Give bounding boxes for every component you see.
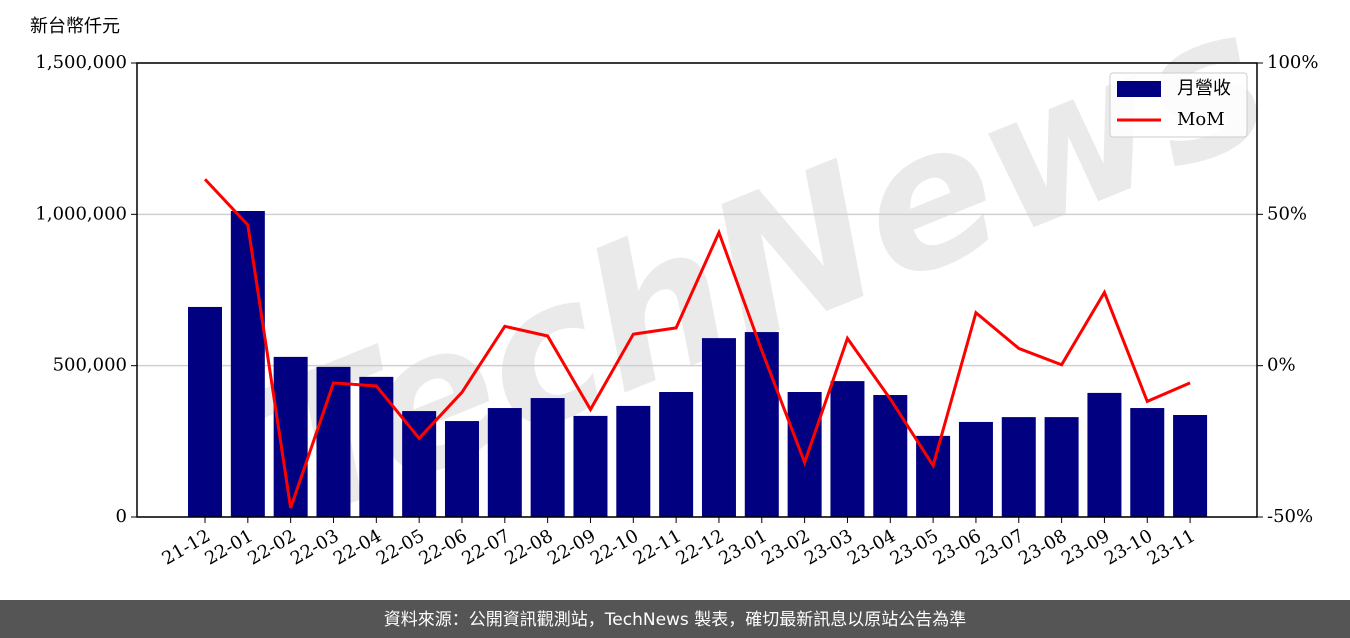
bar	[958, 421, 993, 517]
bar	[487, 408, 522, 517]
bar	[359, 376, 394, 517]
line	[203, 178, 1191, 509]
y2-tick-label: -50%	[1267, 506, 1313, 527]
bar	[230, 211, 265, 517]
y2-tick-label: 0%	[1267, 355, 1296, 376]
bar	[1044, 417, 1079, 517]
bar	[1130, 408, 1165, 517]
bar	[530, 398, 565, 517]
y2-tick-label: 50%	[1267, 203, 1307, 224]
bar	[316, 366, 351, 517]
y-axis-label: 新台幣仟元	[30, 16, 120, 37]
bar	[659, 391, 694, 517]
bar	[787, 391, 822, 517]
bar	[1001, 417, 1036, 517]
y-tick-label: 1,000,000	[35, 203, 127, 224]
bar	[444, 421, 479, 517]
bar	[1173, 415, 1208, 517]
bar	[744, 332, 779, 517]
bar	[830, 381, 865, 517]
bar	[402, 411, 437, 517]
footer: 資料來源：公開資訊觀測站，TechNews 製表，確切最新訊息以原站公告為準	[384, 610, 966, 630]
bar	[573, 415, 608, 517]
y-tick-label: 0	[116, 506, 127, 527]
legend-swatch	[1117, 81, 1161, 97]
bar	[873, 395, 908, 517]
y-tick-label: 500,000	[53, 355, 127, 376]
footer-bar	[0, 600, 1350, 638]
bar	[701, 338, 736, 517]
y-tick-label: 1,500,000	[35, 52, 127, 73]
legend-label: MoM	[1177, 109, 1225, 130]
y2-tick-label: 100%	[1267, 52, 1318, 73]
bar	[188, 306, 222, 517]
plot-frame	[136, 62, 1258, 518]
bar	[616, 405, 651, 517]
legend-label: 月營收	[1177, 78, 1231, 99]
bar	[1087, 392, 1122, 517]
